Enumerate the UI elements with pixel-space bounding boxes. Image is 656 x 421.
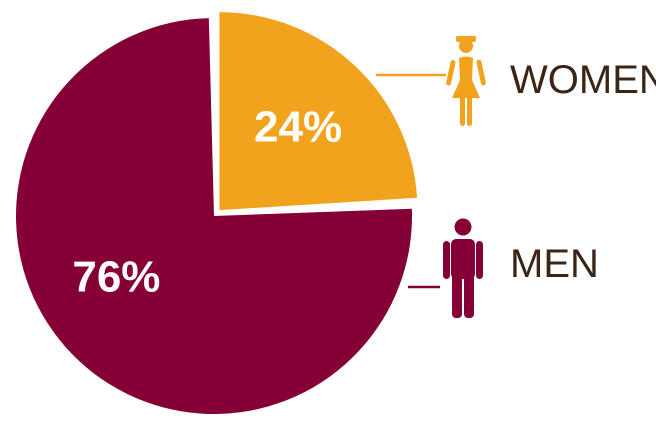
woman-icon bbox=[446, 36, 486, 126]
pie-slice-women bbox=[219, 12, 418, 211]
legend-label-men: MEN bbox=[510, 242, 599, 286]
slice-label-women: 24% bbox=[254, 103, 342, 152]
pie-slice-men bbox=[16, 18, 413, 415]
man-icon bbox=[443, 218, 483, 318]
legend-label-women: WOMEN bbox=[510, 58, 656, 102]
slice-label-men: 76% bbox=[72, 253, 160, 302]
